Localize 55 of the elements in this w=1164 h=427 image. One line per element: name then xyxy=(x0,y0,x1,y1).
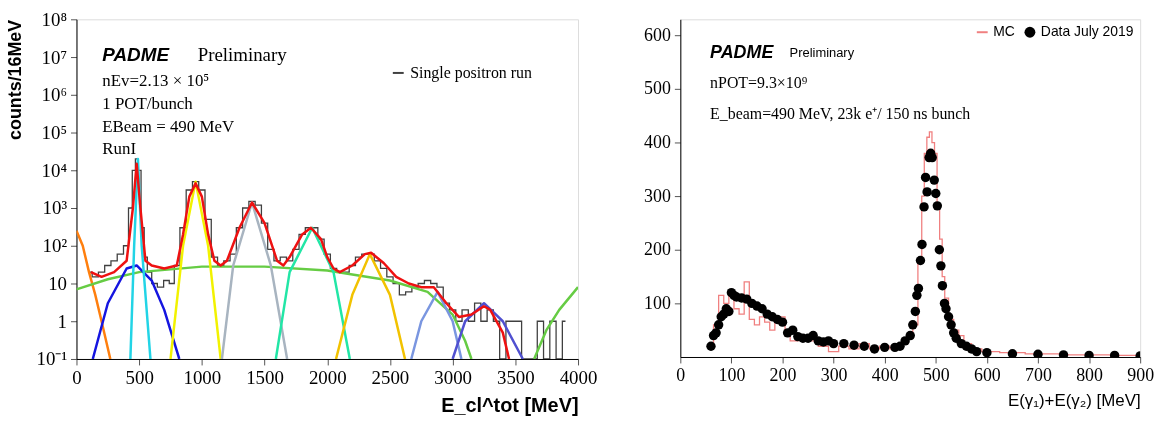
line-series xyxy=(76,265,473,359)
line-series xyxy=(76,229,112,359)
legend-label: MC xyxy=(993,23,1015,40)
x-tick-label: 500 xyxy=(125,367,154,389)
x-tick-label: 0 xyxy=(72,367,82,389)
y-tick-label: 10⁶ xyxy=(41,84,68,106)
x-tick-label: 2000 xyxy=(308,367,347,389)
line-series xyxy=(532,285,579,359)
annotation: EBeam = 490 MeV xyxy=(102,116,235,136)
y-tick-label: 10³ xyxy=(42,197,68,219)
annotation: Preliminary xyxy=(789,45,855,61)
annotation: PADME xyxy=(102,44,171,66)
annotation: nPOT=9.3×10⁹ xyxy=(710,73,808,91)
y-tick-label: 500 xyxy=(644,78,671,99)
y-tick-label: 10⁵ xyxy=(41,121,68,143)
x-tick-label: 1000 xyxy=(183,367,222,389)
annotation: nEv=2.13 × 10⁵ xyxy=(102,70,210,90)
y-axis-title: counts/16MeV xyxy=(4,19,25,140)
x-tick-label: 500 xyxy=(922,365,950,386)
x-tick-label: 4000 xyxy=(559,367,598,389)
x-tick-label: 3500 xyxy=(496,367,535,389)
x-tick-label: 600 xyxy=(973,365,1001,386)
y-tick-label: 200 xyxy=(644,239,671,260)
x-tick-label: 0 xyxy=(676,365,686,386)
x-tick-label: 200 xyxy=(769,365,797,386)
annotation: RunI xyxy=(102,139,137,159)
x-tick-label: 900 xyxy=(1127,365,1155,386)
x-tick-label: 300 xyxy=(820,365,848,386)
y-tick-label: 1 xyxy=(57,310,68,332)
legend-label: Data July 2019 xyxy=(1040,23,1134,40)
x-tick-label: 1500 xyxy=(246,367,284,389)
y-tick-label: 10⁴ xyxy=(41,159,68,181)
y-tick-label: 100 xyxy=(644,292,671,313)
y-tick-label: 600 xyxy=(644,24,671,45)
x-tick-label: 800 xyxy=(1076,365,1104,386)
x-tick-label: 3000 xyxy=(434,367,472,389)
y-tick-label: 400 xyxy=(644,132,671,153)
annotation: Preliminary xyxy=(197,44,288,66)
y-tick-label: 10⁸ xyxy=(41,8,68,30)
y-tick-label: 10² xyxy=(42,235,68,257)
line-series xyxy=(91,264,181,359)
y-tick-label: 300 xyxy=(644,185,671,206)
x-tick-label: 400 xyxy=(871,365,899,386)
x-tick-label: 700 xyxy=(1025,365,1052,386)
x-tick-label: 2500 xyxy=(371,367,410,389)
x-tick-label: 100 xyxy=(718,365,746,386)
legend-label: Single positron run xyxy=(410,63,532,82)
x-axis-title: E_cl^tot [MeV] xyxy=(441,394,579,417)
x-axis-title: E(γ₁)+E(γ₂) [MeV] xyxy=(1007,391,1141,411)
y-tick-label: 10⁻¹ xyxy=(36,348,68,370)
annotation: PADME xyxy=(710,42,775,63)
annotation: 1 POT/bunch xyxy=(102,93,194,113)
annotation: E_beam=490 MeV, 23k e⁺/ 150 ns bunch xyxy=(710,104,971,122)
y-tick-label: 10 xyxy=(48,272,68,294)
y-tick-label: 10⁷ xyxy=(41,46,68,68)
